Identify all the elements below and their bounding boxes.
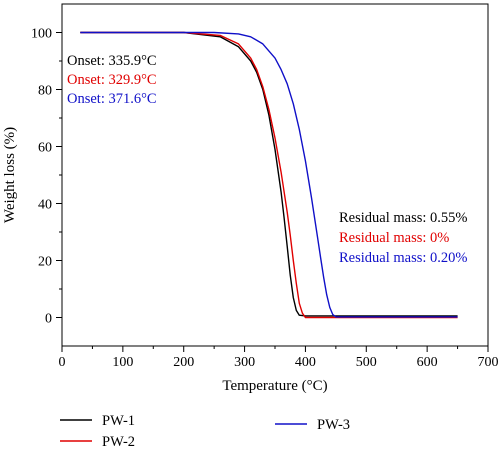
- legend-label-pw-1: PW-1: [102, 413, 135, 429]
- x-tick-label: 500: [356, 355, 377, 370]
- x-axis-title: Temperature (°C): [222, 378, 327, 394]
- residual-annotation: Residual mass: 0.55%: [339, 210, 467, 226]
- y-tick-label: 100: [31, 27, 52, 42]
- x-tick-label: 200: [173, 355, 194, 370]
- x-tick-label: 300: [234, 355, 255, 370]
- y-tick-label: 80: [38, 84, 52, 99]
- legend-label-pw-2: PW-2: [102, 434, 135, 449]
- x-tick-label: 400: [295, 355, 316, 370]
- legend-label-pw-3: PW-3: [317, 417, 350, 433]
- onset-annotation: Onset: 371.6°C: [67, 91, 157, 107]
- x-tick-label: 600: [417, 355, 438, 370]
- onset-annotation: Onset: 335.9°C: [67, 53, 157, 69]
- x-tick-label: 100: [112, 355, 133, 370]
- y-axis-title: Weight loss (%): [2, 127, 18, 223]
- x-tick-label: 0: [59, 355, 66, 370]
- y-tick-label: 0: [45, 312, 52, 327]
- series-line-pw-3: [80, 31, 458, 318]
- series-line-pw-1: [80, 31, 458, 317]
- y-tick-label: 60: [38, 141, 52, 156]
- series-line-pw-2: [80, 31, 458, 319]
- onset-annotation: Onset: 329.9°C: [67, 72, 157, 88]
- y-tick-label: 40: [38, 198, 52, 213]
- y-tick-label: 20: [38, 255, 52, 270]
- x-tick-label: 700: [478, 355, 499, 370]
- residual-annotation: Residual mass: 0.20%: [339, 250, 467, 266]
- residual-annotation: Residual mass: 0%: [339, 230, 449, 246]
